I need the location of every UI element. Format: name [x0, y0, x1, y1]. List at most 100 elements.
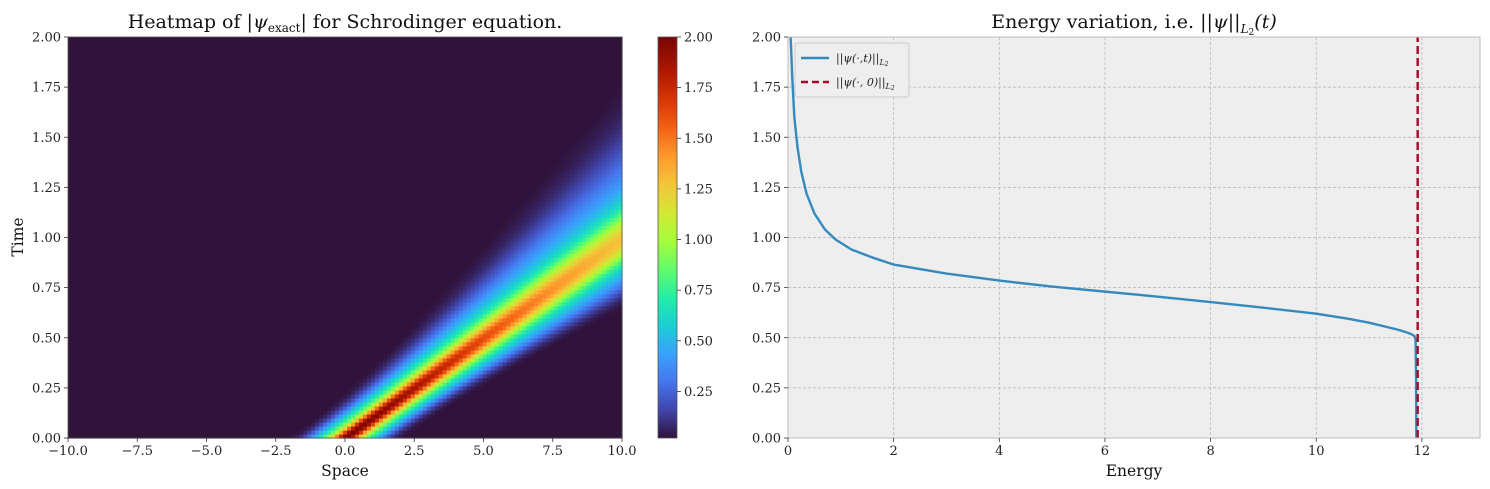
heatmap-cell	[347, 326, 352, 331]
heatmap-cell	[407, 430, 412, 435]
heatmap-cell	[227, 406, 232, 411]
heatmap-cell	[327, 382, 332, 387]
heatmap-cell	[315, 422, 320, 427]
heatmap-cell	[435, 374, 440, 379]
heatmap-cell	[490, 326, 495, 331]
heatmap-cell	[215, 338, 220, 343]
heatmap-cell	[192, 394, 197, 399]
heatmap-cell	[291, 330, 296, 335]
heatmap-cell	[188, 338, 193, 343]
heatmap-cell	[259, 394, 264, 399]
heatmap-cell	[502, 306, 507, 311]
heatmap-cell	[112, 366, 117, 371]
heatmap-cell	[614, 406, 619, 411]
heatmap-cell	[96, 314, 101, 319]
heatmap-cell	[614, 322, 619, 327]
heatmap-cell	[367, 406, 372, 411]
heatmap-cell	[132, 330, 137, 335]
heatmap-cell	[279, 302, 284, 307]
heatmap-cell	[614, 346, 619, 351]
heatmap-cell	[435, 330, 440, 335]
heatmap-cell	[323, 362, 328, 367]
heatmap-cell	[475, 422, 480, 427]
heatmap-cell	[215, 430, 220, 435]
heatmap-cell	[367, 378, 372, 383]
heatmap-cell	[399, 342, 404, 347]
heatmap-cell	[542, 410, 547, 415]
heatmap-cell	[538, 334, 543, 339]
heatmap-cell	[76, 422, 81, 427]
heatmap-cell	[192, 334, 197, 339]
heatmap-cell	[299, 418, 304, 423]
heatmap-cell	[574, 314, 579, 319]
heatmap-cell	[231, 366, 236, 371]
heatmap-cell	[423, 414, 428, 419]
heatmap-cell	[140, 354, 145, 359]
heatmap-cell	[343, 414, 348, 419]
heatmap-cell	[335, 370, 340, 375]
heatmap-cell	[96, 406, 101, 411]
heatmap-cell	[208, 398, 213, 403]
heatmap-cell	[259, 310, 264, 315]
heatmap-cell	[602, 322, 607, 327]
heatmap-cell	[96, 374, 101, 379]
heatmap-cell	[144, 414, 149, 419]
heatmap-cell	[148, 354, 153, 359]
heatmap-cell	[92, 426, 97, 431]
heatmap-cell	[192, 362, 197, 367]
heatmap-cell	[327, 362, 332, 367]
heatmap-cell	[526, 302, 531, 307]
heatmap-cell	[315, 302, 320, 307]
heatmap-cell	[263, 314, 268, 319]
heatmap-cell	[227, 414, 232, 419]
heatmap-cell	[498, 370, 503, 375]
heatmap-cell	[227, 378, 232, 383]
heatmap-cell	[411, 338, 416, 343]
heatmap-cell	[303, 334, 308, 339]
heatmap-cell	[435, 326, 440, 331]
heatmap-cell	[215, 350, 220, 355]
heatmap-cell	[275, 402, 280, 407]
heatmap-cell	[323, 318, 328, 323]
heatmap-cell	[510, 318, 515, 323]
heatmap-cell	[311, 346, 316, 351]
heatmap-cell	[176, 386, 181, 391]
heatmap-cell	[530, 378, 535, 383]
heatmap-cell	[554, 374, 559, 379]
heatmap-cell	[176, 294, 181, 299]
heatmap-cell	[144, 322, 149, 327]
heatmap-cell	[566, 390, 571, 395]
heatmap-cell	[546, 378, 551, 383]
heatmap-cell	[120, 338, 125, 343]
heatmap-cell	[160, 414, 165, 419]
heatmap-cell	[219, 422, 224, 427]
heatmap-cell	[558, 302, 563, 307]
heatmap-cell	[124, 350, 129, 355]
heatmap-cell	[399, 402, 404, 407]
heatmap-cell	[200, 386, 205, 391]
heatmap-cell	[467, 414, 472, 419]
heatmap-cell	[435, 406, 440, 411]
heatmap-cell	[363, 338, 368, 343]
heatmap-cell	[184, 398, 189, 403]
heatmap-cell	[558, 350, 563, 355]
heatmap-cell	[124, 294, 129, 299]
heatmap-cell	[180, 318, 185, 323]
heatmap-cell	[502, 386, 507, 391]
heatmap-cell	[542, 374, 547, 379]
heatmap-cell	[196, 314, 201, 319]
heatmap-cell	[614, 302, 619, 307]
heatmap-cell	[108, 382, 113, 387]
heatmap-cell	[534, 334, 539, 339]
heatmap-cell	[522, 430, 527, 435]
heatmap-cell	[586, 330, 591, 335]
heatmap-cell	[510, 394, 515, 399]
heatmap-cell	[542, 302, 547, 307]
heatmap-cell	[399, 306, 404, 311]
heatmap-cell	[558, 362, 563, 367]
heatmap-cell	[227, 370, 232, 375]
heatmap-cell	[100, 330, 105, 335]
heatmap-cell	[371, 402, 376, 407]
heatmap-cell	[335, 382, 340, 387]
heatmap-cell	[184, 294, 189, 299]
